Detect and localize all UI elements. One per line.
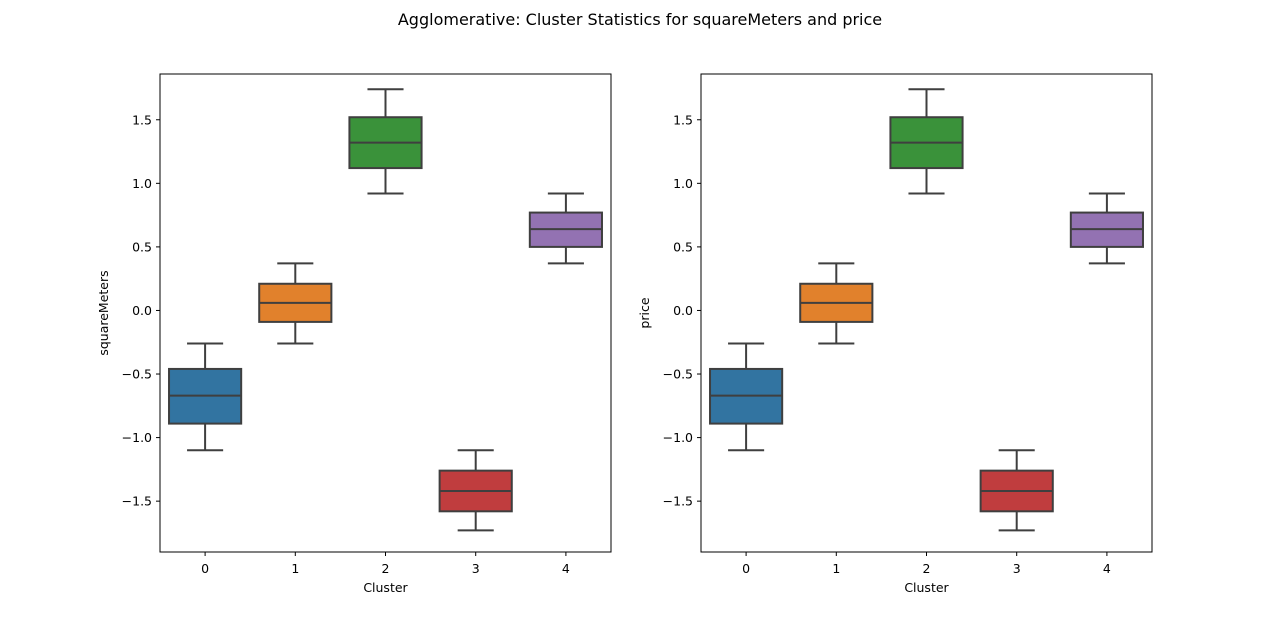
y-tick-label: 1.0 — [132, 176, 152, 191]
y-tick-label: −1.5 — [122, 494, 152, 509]
box-cluster-1 — [799, 262, 874, 345]
y-tick-label: 1.5 — [132, 112, 152, 127]
y-tick-label: 0.5 — [673, 239, 693, 254]
x-tick-label: 4 — [562, 561, 570, 576]
y-tick-label: −0.5 — [663, 367, 693, 382]
y-tick-label: −1.0 — [663, 430, 693, 445]
x-tick-label: 2 — [382, 561, 390, 576]
x-tick-label: 1 — [832, 561, 840, 576]
y-tick-label: 1.0 — [673, 176, 693, 191]
x-tick-label: 2 — [923, 561, 931, 576]
box-cluster-2 — [348, 88, 423, 195]
x-tick-label: 1 — [291, 561, 299, 576]
x-tick-label: 0 — [201, 561, 209, 576]
x-tick-label: 4 — [1103, 561, 1111, 576]
subplot-squaremeters: −1.5 −1.0 −0.5 0.0 0.5 1.0 1.5 0 1 2 3 4 Cluster squa… — [96, 73, 612, 595]
box-cluster-3 — [979, 449, 1054, 532]
x-axis-label: Cluster — [904, 580, 949, 595]
x-tick-label: 3 — [472, 561, 480, 576]
y-tick-label: 0.0 — [673, 303, 693, 318]
box-cluster-1 — [258, 262, 333, 345]
y-tick-label: 0.5 — [132, 239, 152, 254]
box-cluster-0 — [168, 342, 243, 452]
y-axis-label: price — [637, 297, 652, 328]
x-tick-label: 3 — [1013, 561, 1021, 576]
y-tick-label: 1.5 — [673, 112, 693, 127]
box-cluster-2 — [889, 88, 964, 195]
y-axis-label: squareMeters — [96, 270, 111, 355]
x-axis-label: Cluster — [363, 580, 408, 595]
subplot-price: −1.5 −1.0 −0.5 0.0 0.5 1.0 1.5 0 1 2 3 4 Cluster pric… — [637, 73, 1153, 595]
box-cluster-3 — [438, 449, 513, 532]
y-tick-label: −1.0 — [122, 430, 152, 445]
y-tick-label: 0.0 — [132, 303, 152, 318]
x-tick-label: 0 — [742, 561, 750, 576]
y-tick-label: −0.5 — [122, 367, 152, 382]
box-cluster-4 — [1069, 192, 1144, 265]
box-cluster-0 — [709, 342, 784, 452]
figure-suptitle: Agglomerative: Cluster Statistics for sq… — [398, 10, 882, 29]
box-cluster-4 — [528, 192, 603, 265]
y-tick-label: −1.5 — [663, 494, 693, 509]
